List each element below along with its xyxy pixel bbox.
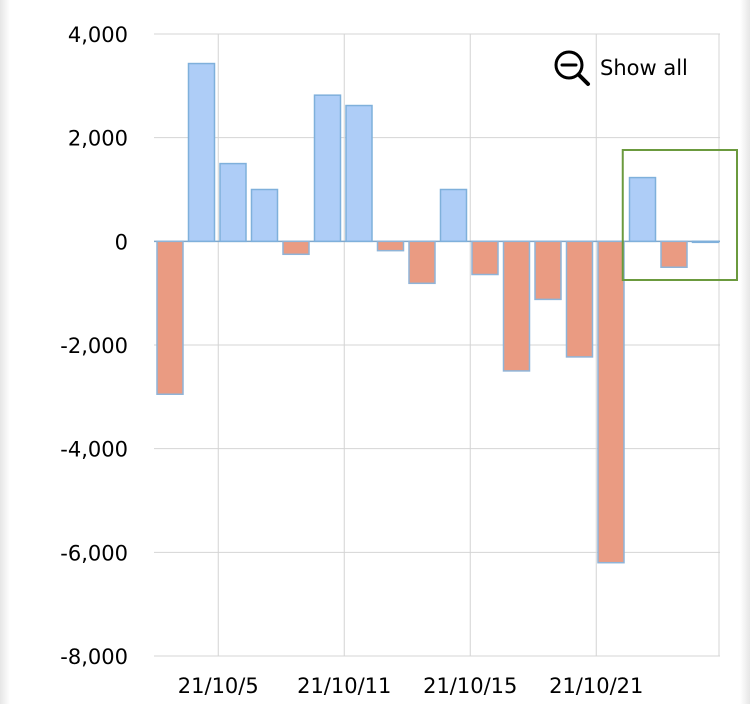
bar-negative[interactable]: [156, 240, 184, 395]
y-tick-label: -8,000: [60, 645, 128, 669]
y-tick-label: 2,000: [68, 127, 128, 151]
x-axis-tick-labels: 21/10/5 21/10/11 21/10/15 21/10/21: [178, 674, 644, 698]
right-edge-shadow: [740, 0, 750, 704]
bar-negative[interactable]: [408, 240, 436, 285]
y-tick-label: 0: [115, 230, 128, 254]
bars[interactable]: [156, 62, 720, 564]
bar-negative[interactable]: [565, 240, 594, 358]
bar-positive[interactable]: [691, 240, 720, 244]
bar-negative[interactable]: [597, 240, 625, 564]
y-axis-tick-labels: 4,000 2,000 0 -2,000 -4,000 -6,000 -8,000: [60, 23, 128, 669]
x-tick-label: 21/10/5: [178, 674, 259, 698]
selection-box[interactable]: [621, 149, 738, 281]
zoom-out-icon: [552, 48, 592, 88]
selection-overlay[interactable]: [621, 149, 738, 281]
y-tick-label: -6,000: [60, 541, 128, 565]
bar-negative[interactable]: [534, 240, 562, 301]
x-tick-label: 21/10/11: [297, 674, 391, 698]
bar-negative[interactable]: [376, 240, 405, 252]
gridlines: [154, 33, 720, 657]
show-all-label: Show all: [600, 56, 688, 80]
bar-positive[interactable]: [187, 62, 216, 243]
y-tick-label: 4,000: [68, 23, 128, 47]
left-edge-shadow: [0, 0, 10, 704]
bar-negative[interactable]: [471, 240, 499, 276]
bar-positive[interactable]: [345, 104, 373, 243]
bar-positive[interactable]: [250, 188, 279, 243]
y-tick-label: -4,000: [60, 438, 128, 462]
bar-negative[interactable]: [502, 240, 531, 372]
show-all-button[interactable]: Show all: [552, 48, 688, 88]
bar-negative[interactable]: [660, 240, 688, 268]
y-tick-label: -2,000: [60, 334, 128, 358]
bar-negative[interactable]: [282, 240, 310, 256]
bar-positive[interactable]: [439, 188, 468, 243]
bar-positive[interactable]: [628, 176, 657, 243]
bar-positive[interactable]: [219, 162, 247, 243]
x-tick-label: 21/10/21: [549, 674, 643, 698]
x-tick-label: 21/10/15: [423, 674, 517, 698]
bar-positive[interactable]: [313, 94, 342, 243]
